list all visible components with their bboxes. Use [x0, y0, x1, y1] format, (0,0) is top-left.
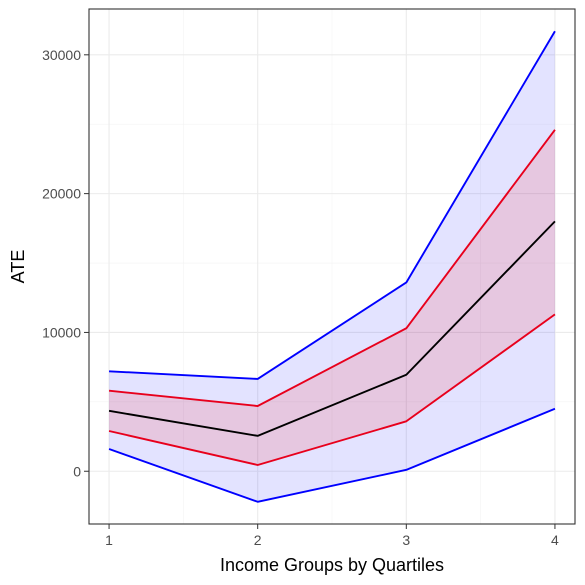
outer-lower-line	[108, 407, 556, 503]
x-tick-label: 4	[551, 532, 559, 548]
tick-layer: 1 2 3 4 0 10000 20000 30000	[42, 47, 559, 548]
inner-upper-line	[108, 129, 556, 407]
outer-upper-line	[109, 30, 556, 380]
y-tick-label: 20000	[42, 186, 81, 202]
y-tick-label: 0	[73, 463, 81, 479]
inner-lower-line	[108, 313, 556, 466]
x-tick-label: 2	[254, 532, 262, 548]
panel-border	[88, 8, 576, 525]
line-layer	[108, 30, 556, 503]
x-axis-label: Income Groups by Quartiles	[220, 555, 444, 575]
inner-band	[109, 129, 555, 466]
y-tick-label: 30000	[42, 47, 81, 63]
y-axis-label: ATE	[8, 250, 28, 284]
y-tick-label: 10000	[42, 324, 81, 340]
x-tick-label: 3	[402, 532, 410, 548]
band-layer	[109, 31, 555, 502]
outer-band	[109, 31, 555, 502]
x-tick-label: 1	[105, 532, 113, 548]
estimate-line	[108, 220, 556, 437]
